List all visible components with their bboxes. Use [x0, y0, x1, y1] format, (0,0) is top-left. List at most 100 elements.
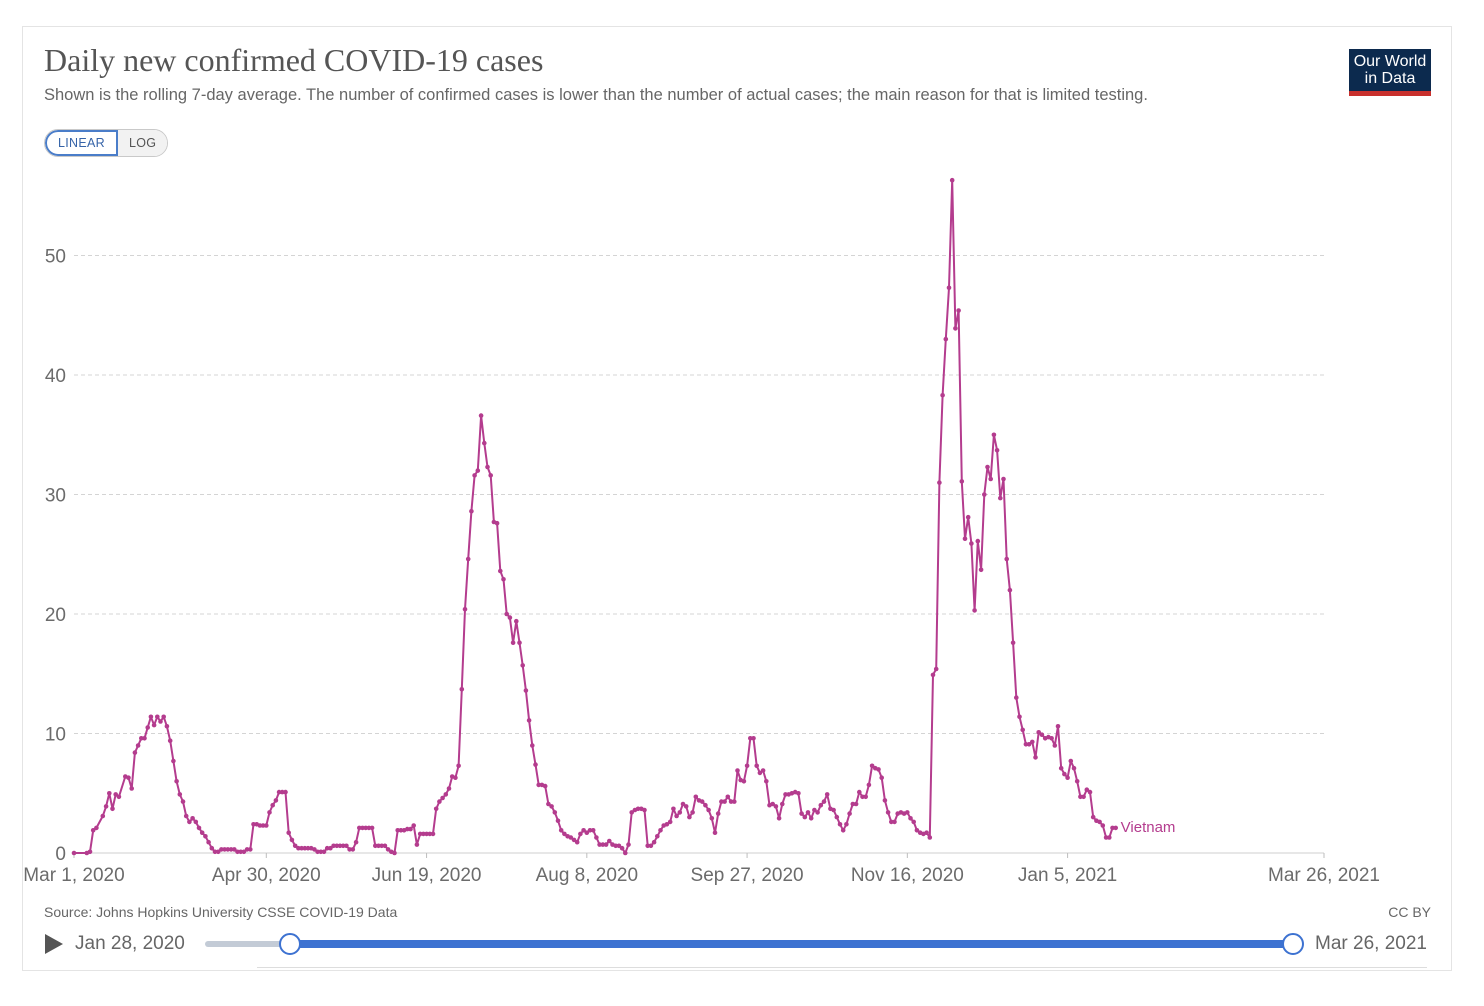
x-tick-label: Mar 1, 2020: [23, 865, 124, 886]
data-point: [985, 464, 990, 470]
data-point: [347, 847, 352, 852]
data-point: [126, 775, 131, 780]
data-point: [889, 819, 894, 825]
data-point: [376, 843, 381, 849]
data-point: [107, 791, 112, 796]
data-point: [344, 843, 349, 849]
source-note[interactable]: Source: Johns Hopkins University CSSE CO…: [44, 904, 398, 920]
data-point: [1058, 765, 1064, 771]
data-point: [953, 326, 958, 331]
data-point: [90, 828, 96, 833]
data-point: [735, 768, 740, 773]
data-point: [1039, 732, 1045, 737]
data-point: [1113, 825, 1118, 831]
series-label[interactable]: Vietnam: [1121, 819, 1176, 836]
license-label[interactable]: CC BY: [1388, 904, 1431, 920]
data-point: [482, 440, 487, 446]
data-point: [802, 814, 808, 820]
data-point: [520, 663, 525, 668]
data-point: [943, 336, 949, 342]
data-point: [379, 843, 385, 849]
data-point: [1036, 730, 1041, 735]
data-point: [1017, 714, 1022, 720]
play-icon[interactable]: [45, 934, 63, 954]
data-point: [164, 724, 170, 729]
data-point: [885, 810, 891, 815]
data-point: [914, 828, 920, 833]
data-point: [1078, 794, 1083, 800]
data-point: [818, 802, 824, 808]
data-point: [517, 640, 522, 645]
timeline-track[interactable]: [205, 941, 293, 947]
data-point: [831, 807, 836, 813]
x-tick-label: Jun 19, 2020: [372, 865, 482, 886]
owid-logo[interactable]: Our World in Data: [1349, 49, 1431, 96]
linear-scale-button[interactable]: LINEAR: [45, 130, 118, 156]
data-point: [360, 825, 365, 831]
data-point: [658, 828, 663, 833]
data-point: [248, 847, 253, 852]
data-point: [430, 831, 436, 837]
data-point: [94, 825, 99, 831]
data-point: [299, 845, 304, 851]
data-point: [334, 843, 340, 849]
data-point: [648, 843, 654, 849]
data-point: [264, 823, 269, 828]
data-point: [424, 831, 429, 837]
data-point: [382, 843, 388, 849]
data-point: [879, 775, 884, 780]
data-point: [956, 308, 961, 313]
data-point: [536, 782, 541, 788]
timeline-selected-range[interactable]: [290, 940, 1293, 948]
data-point: [975, 538, 981, 544]
data-point: [812, 807, 817, 813]
data-point: [318, 849, 324, 855]
data-point: [315, 849, 320, 855]
data-point: [353, 839, 359, 845]
data-point: [821, 799, 827, 804]
data-point: [959, 479, 965, 484]
data-point: [607, 838, 612, 844]
data-point: [440, 795, 445, 801]
data-point: [437, 799, 442, 804]
data-point: [312, 847, 317, 852]
data-point: [754, 763, 759, 769]
data-point: [443, 792, 449, 797]
data-point: [142, 736, 147, 741]
data-point: [722, 799, 727, 804]
data-point: [203, 834, 208, 839]
data-point: [757, 770, 763, 776]
footer-divider: [257, 967, 1427, 968]
data-point: [642, 807, 647, 813]
data-point: [677, 810, 683, 815]
data-point: [619, 845, 625, 851]
data-point: [860, 794, 865, 800]
timeline-end-handle[interactable]: [1282, 933, 1304, 955]
data-point: [260, 823, 266, 828]
data-point: [674, 813, 679, 819]
data-point: [1074, 779, 1080, 784]
data-point: [135, 743, 141, 748]
data-point: [286, 830, 292, 835]
data-point: [1007, 587, 1013, 593]
data-point: [933, 666, 939, 672]
data-point: [1010, 640, 1016, 645]
chart-card: [22, 26, 1452, 971]
data-point: [222, 847, 227, 852]
data-point: [385, 847, 391, 852]
data-point: [930, 672, 936, 678]
data-point: [103, 804, 109, 809]
data-point: [494, 520, 500, 526]
data-point: [1071, 765, 1077, 771]
data-point: [571, 837, 577, 843]
data-point: [773, 804, 779, 809]
data-point: [292, 843, 298, 849]
series-line-vietnam[interactable]: [74, 179, 1116, 854]
data-point: [155, 714, 160, 720]
timeline-start-handle[interactable]: [279, 933, 301, 955]
data-point: [667, 819, 673, 825]
log-scale-button[interactable]: LOG: [117, 130, 168, 156]
data-point: [542, 783, 548, 789]
data-point: [116, 794, 122, 800]
